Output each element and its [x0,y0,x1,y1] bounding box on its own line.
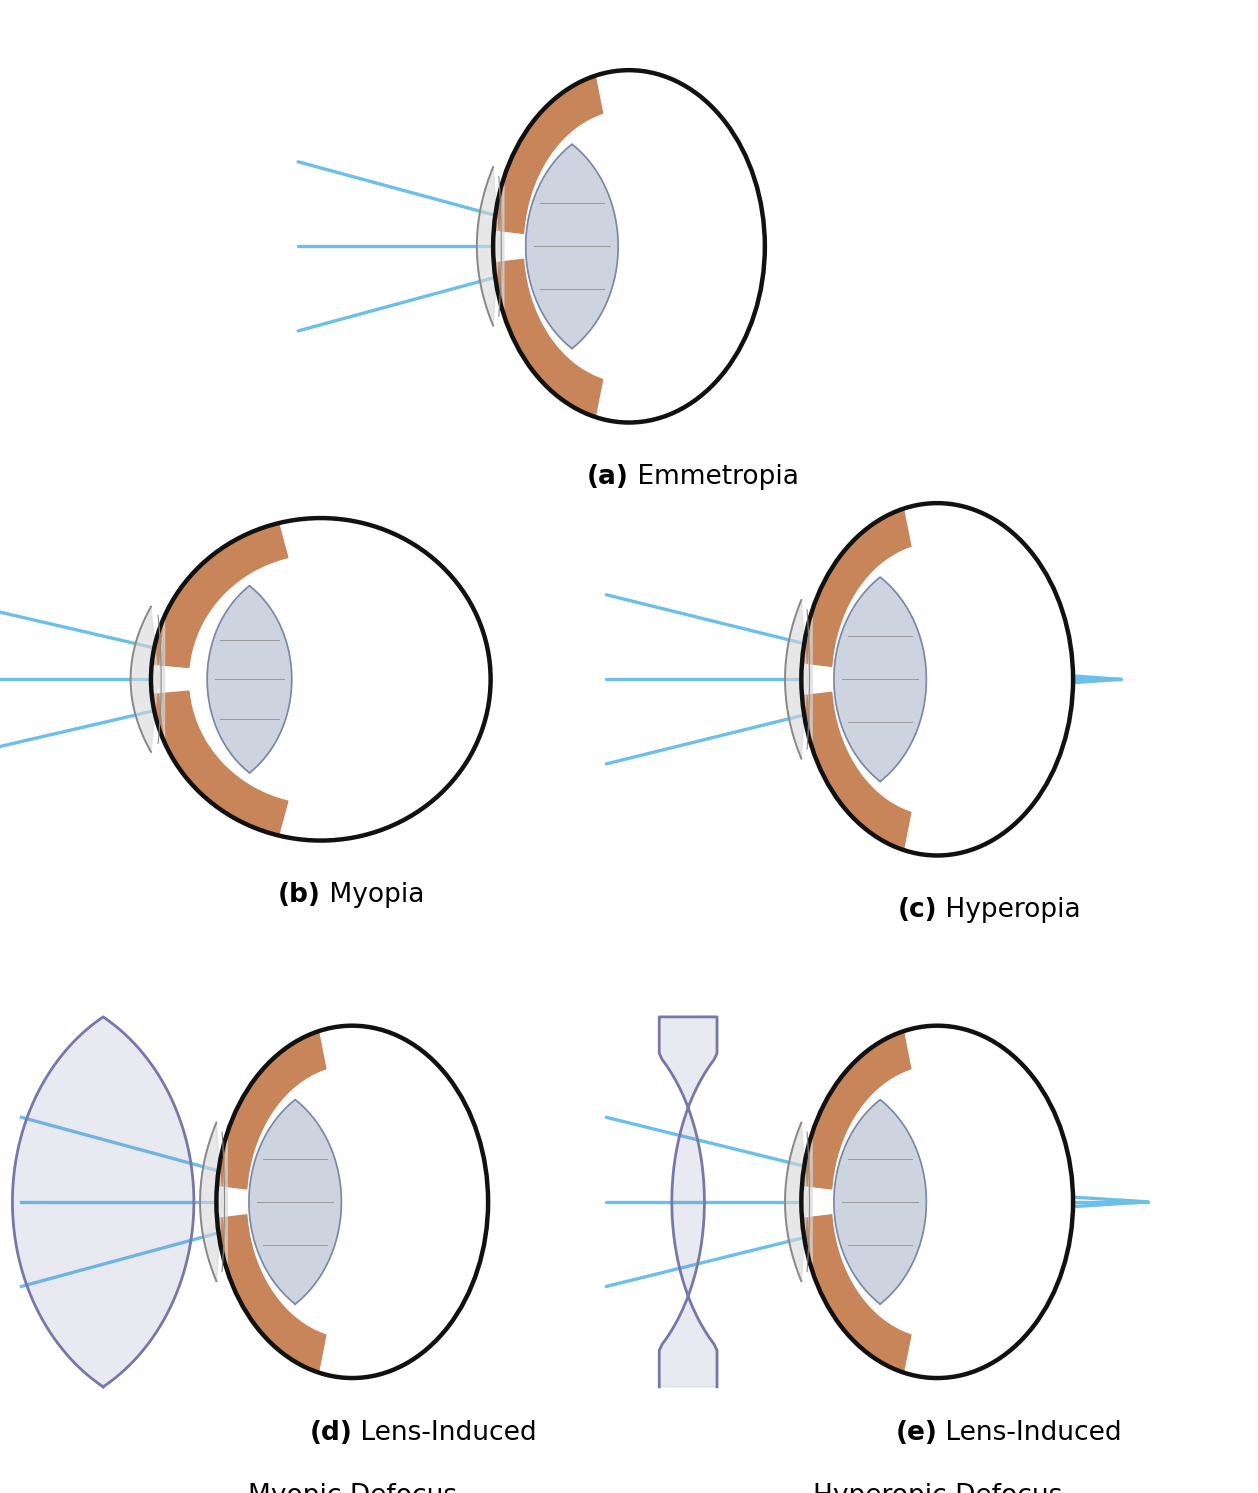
Ellipse shape [801,1026,1073,1378]
Polygon shape [152,691,288,836]
Text: (a): (a) [587,464,629,490]
Text: Emmetropia: Emmetropia [629,464,799,490]
Polygon shape [493,260,603,417]
Polygon shape [785,600,813,758]
Polygon shape [801,1215,911,1372]
Text: (b): (b) [278,882,321,908]
Text: Lens-Induced: Lens-Induced [352,1420,537,1445]
Text: Hyperopic Defocus: Hyperopic Defocus [813,1483,1062,1493]
Polygon shape [152,523,288,667]
Polygon shape [785,1123,813,1281]
Ellipse shape [801,503,1073,855]
Polygon shape [200,1123,228,1281]
Text: Myopia: Myopia [321,882,424,908]
Polygon shape [249,1100,341,1303]
Polygon shape [834,578,926,781]
Polygon shape [526,145,618,348]
Text: Myopic Defocus: Myopic Defocus [248,1483,457,1493]
Polygon shape [131,606,165,752]
Polygon shape [801,1032,911,1188]
Text: (e): (e) [896,1420,937,1445]
Text: (c): (c) [898,897,937,923]
Polygon shape [659,1017,717,1387]
Ellipse shape [493,70,765,423]
Text: Lens-Induced: Lens-Induced [937,1420,1122,1445]
Text: (d): (d) [309,1420,352,1445]
Ellipse shape [151,518,491,841]
Polygon shape [216,1032,326,1188]
Polygon shape [801,509,911,666]
Polygon shape [477,167,504,325]
Polygon shape [493,76,603,233]
Text: Hyperopia: Hyperopia [937,897,1081,923]
Polygon shape [208,585,292,773]
Ellipse shape [216,1026,488,1378]
Polygon shape [801,693,911,850]
Polygon shape [13,1017,194,1387]
Polygon shape [216,1215,326,1372]
Polygon shape [834,1100,926,1303]
